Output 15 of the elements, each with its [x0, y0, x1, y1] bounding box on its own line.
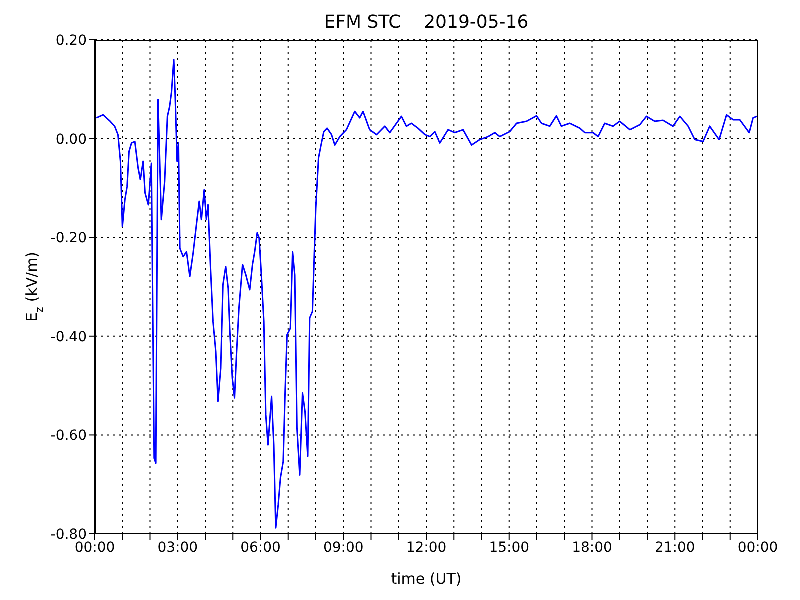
y-tick-label: -0.20 — [50, 230, 87, 247]
x-tick-label: 09:00 — [323, 540, 364, 556]
x-tick-label: 18:00 — [572, 540, 612, 556]
x-axis-title: time (UT) — [391, 570, 462, 588]
y-tick-label: 0.00 — [56, 132, 87, 148]
chart-title: EFM STC 2019-05-16 — [323, 12, 530, 33]
x-tick-label: 06:00 — [240, 540, 281, 556]
x-tick-label: 03:00 — [158, 540, 198, 556]
x-tick-label: 15:00 — [489, 540, 530, 556]
y-tick-label: -0.60 — [50, 428, 87, 444]
y-tick-label: -0.40 — [50, 329, 87, 346]
x-tick-label: 12:00 — [406, 540, 447, 556]
x-tick-label: 00:00 — [738, 540, 778, 556]
y-tick-label: 0.20 — [56, 32, 87, 49]
x-tick-label: 21:00 — [654, 540, 696, 556]
